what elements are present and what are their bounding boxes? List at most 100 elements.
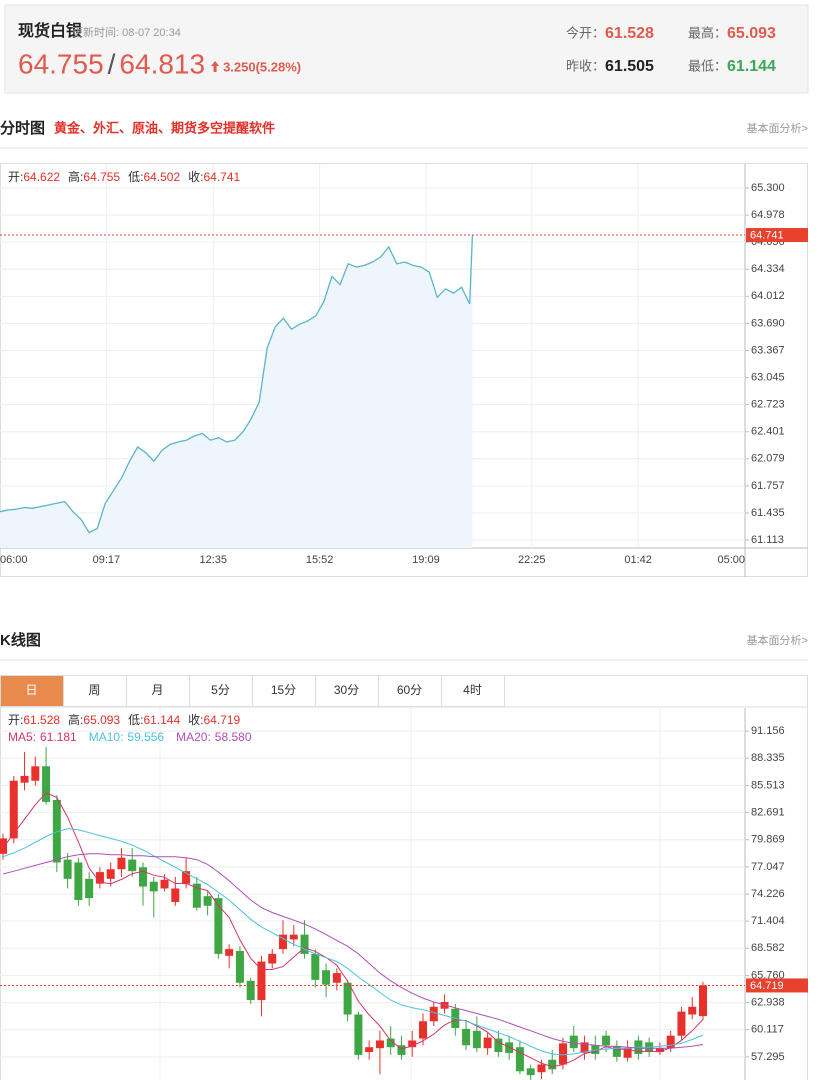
legend-value: 59.556: [127, 730, 164, 744]
tab-label[interactable]: 60分: [397, 683, 422, 697]
x-tick-label: 12:35: [199, 554, 227, 566]
y-tick-label: 57.295: [751, 1051, 785, 1063]
candle-body: [246, 980, 255, 1001]
tab-label[interactable]: 4时: [463, 683, 482, 697]
candle-body: [192, 883, 201, 908]
y-tick-label: 91.156: [751, 725, 785, 737]
stat-label: 最低：: [688, 58, 727, 73]
info-label: 开:: [8, 713, 23, 727]
tab-label[interactable]: 周: [88, 683, 100, 697]
tab[interactable]: [252, 675, 316, 707]
analysis-link[interactable]: 基本面分析>: [747, 121, 808, 135]
candle-body: [559, 1043, 567, 1065]
info-label: 高:: [68, 169, 83, 184]
info-value: 64.755: [83, 170, 120, 184]
candle-body: [612, 1046, 621, 1057]
candle-body: [602, 1035, 611, 1046]
candle-body: [9, 780, 18, 839]
y-tick-label: 61.113: [751, 534, 784, 546]
candle-body: [42, 766, 51, 802]
info-label: 低:: [128, 713, 143, 727]
y-tick-label: 63.367: [751, 344, 785, 356]
y-tick-label: 68.582: [751, 942, 785, 954]
tab[interactable]: [0, 675, 64, 707]
tab-label[interactable]: 15分: [271, 683, 296, 697]
candle-body: [354, 1014, 363, 1055]
y-tick-label: 64.978: [751, 209, 785, 221]
section-title: K线图: [0, 631, 41, 649]
y-tick-label: 65.760: [751, 969, 785, 981]
stat-label: 昨收：: [566, 58, 605, 73]
y-tick-label: 79.869: [751, 834, 785, 846]
candle-body: [429, 1006, 438, 1022]
section-title: 分时图: [0, 120, 45, 137]
y-tick-label: 62.723: [751, 399, 785, 411]
candle-body: [580, 1042, 589, 1053]
bid-price: 64.755: [18, 48, 104, 79]
info-value: 61.144: [143, 713, 180, 727]
candle-body: [85, 878, 94, 899]
y-tick-label: 63.690: [751, 317, 785, 329]
candle-body: [0, 838, 7, 854]
stat-value: 61.528: [605, 25, 654, 42]
price-line-series: [0, 234, 474, 534]
info-value: 64.622: [23, 170, 60, 184]
up-arrow: [211, 61, 220, 72]
candle-body: [386, 1038, 395, 1048]
candle-body: [95, 872, 104, 884]
kline-frame: [0, 675, 808, 1080]
tab[interactable]: [378, 675, 442, 707]
y-tick-label: 85.513: [751, 779, 785, 791]
y-tick-label: 71.404: [751, 915, 785, 927]
candle-body: [160, 879, 169, 889]
candle-body: [128, 859, 137, 872]
tab-label[interactable]: 月: [151, 683, 163, 697]
tab[interactable]: [63, 675, 127, 707]
info-value: 64.741: [203, 170, 240, 184]
info-value: 65.093: [83, 713, 120, 727]
stat-label: 今开：: [566, 25, 605, 40]
candle-body: [494, 1038, 503, 1053]
ma-line: [2, 853, 704, 1049]
info-value: 64.719: [203, 713, 240, 727]
candle-body: [171, 888, 180, 902]
candle-body: [311, 953, 320, 980]
candle-body: [526, 1068, 535, 1076]
candle-body: [365, 1047, 374, 1053]
tab-label[interactable]: 日: [25, 683, 37, 697]
candle-body: [203, 896, 212, 906]
candle-body: [472, 1030, 481, 1049]
y-tick-label: 62.938: [751, 996, 785, 1008]
y-tick-label: 88.335: [751, 752, 785, 764]
tab[interactable]: [441, 675, 505, 707]
update-time: 更新时间: 08-07 20:34: [72, 25, 181, 39]
candle-body: [257, 961, 266, 1001]
y-tick-label: 61.757: [751, 480, 785, 492]
tab-label[interactable]: 30分: [334, 683, 359, 697]
price-tag-label: 64.741: [750, 229, 784, 241]
promo-link[interactable]: 黄金、外汇、原油、期货多空提醒软件: [54, 120, 275, 135]
candle-body: [225, 949, 234, 956]
ask-price: 64.813: [119, 48, 205, 79]
stat-label: 最高：: [688, 25, 727, 40]
candle-body: [666, 1035, 675, 1049]
candle-body: [149, 881, 158, 892]
candle-body: [548, 1059, 557, 1070]
candle-body: [419, 1021, 427, 1039]
candle-body: [279, 934, 287, 950]
x-tick-label: 06:00: [0, 554, 28, 566]
stat-value: 65.093: [727, 25, 776, 42]
legend-name: MA10:: [89, 730, 124, 744]
y-tick-label: 60.117: [751, 1024, 784, 1036]
tab-label[interactable]: 5分: [211, 683, 230, 697]
analysis-link[interactable]: 基本面分析>: [747, 633, 808, 647]
info-value: 64.502: [143, 170, 180, 184]
candle-body: [289, 934, 298, 940]
candle-body: [214, 898, 223, 954]
candle-body: [322, 970, 331, 985]
quote-panel: [4, 4, 809, 94]
info-label: 收:: [188, 713, 203, 727]
candle-body: [688, 1006, 697, 1015]
y-tick-label: 62.079: [751, 453, 785, 465]
